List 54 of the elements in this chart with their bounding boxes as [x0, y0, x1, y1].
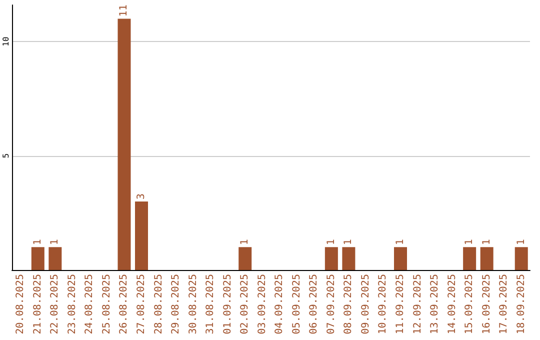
x-tick-label: 17.09.2025 — [498, 274, 510, 334]
bar — [31, 247, 44, 270]
bar — [480, 247, 494, 270]
bar — [324, 247, 338, 270]
x-tick-label: 24.08.2025 — [84, 274, 96, 334]
bar — [48, 247, 62, 270]
x-tick-label: 04.09.2025 — [274, 274, 286, 334]
bar — [118, 18, 131, 270]
bar — [394, 247, 407, 270]
data-label: 1 — [343, 239, 354, 246]
data-label: 1 — [481, 239, 492, 246]
bar — [238, 247, 252, 270]
y-tick-label: 10 — [2, 36, 10, 46]
x-tick-label: 23.08.2025 — [66, 274, 78, 334]
bar — [135, 201, 148, 270]
data-label: 1 — [516, 239, 527, 246]
x-tick-label: 28.08.2025 — [153, 274, 164, 334]
x-tick-label: 18.09.2025 — [516, 274, 527, 334]
x-tick-label: 13.09.2025 — [430, 274, 441, 334]
x-tick-label: 01.09.2025 — [222, 274, 234, 334]
x-tick-label: 08.09.2025 — [343, 274, 354, 334]
x-tick-label: 12.09.2025 — [412, 274, 424, 334]
x-tick-label: 07.09.2025 — [326, 274, 337, 334]
x-tick-label: 15.09.2025 — [464, 274, 476, 334]
x-tick-label: 21.08.2025 — [32, 274, 44, 334]
y-tick-label: 5 — [2, 153, 10, 158]
data-label: 1 — [240, 239, 251, 246]
x-tick-label: 10.09.2025 — [378, 274, 389, 334]
data-label: 1 — [32, 239, 44, 246]
data-label: 1 — [326, 239, 337, 246]
x-tick-label: 29.08.2025 — [170, 274, 182, 334]
x-tick-label: 25.08.2025 — [101, 274, 112, 334]
data-label: 1 — [50, 239, 61, 246]
x-tick-label: 22.08.2025 — [50, 274, 61, 334]
bar — [342, 247, 356, 270]
x-tick-label: 31.08.2025 — [205, 274, 216, 334]
x-tick-label: 11.09.2025 — [395, 274, 406, 334]
x-tick-label: 02.09.2025 — [240, 274, 251, 334]
x-tick-label: 06.09.2025 — [308, 274, 320, 334]
data-label: 3 — [136, 193, 147, 200]
x-tick-label: 30.08.2025 — [188, 274, 199, 334]
x-tick-label: 16.09.2025 — [481, 274, 492, 334]
bar — [463, 247, 476, 270]
x-tick-label: 05.09.2025 — [291, 274, 302, 334]
x-tick-label: 27.08.2025 — [136, 274, 147, 334]
data-label: 1 — [464, 239, 476, 246]
x-tick-label: 09.09.2025 — [360, 274, 372, 334]
x-tick-label: 20.08.2025 — [15, 274, 26, 334]
x-tick-label: 14.09.2025 — [446, 274, 458, 334]
x-tick-label: 03.09.2025 — [256, 274, 268, 334]
data-label: 11 — [118, 4, 130, 17]
data-label: 1 — [395, 239, 406, 246]
x-tick-label: 26.08.2025 — [118, 274, 130, 334]
bar — [514, 247, 528, 270]
